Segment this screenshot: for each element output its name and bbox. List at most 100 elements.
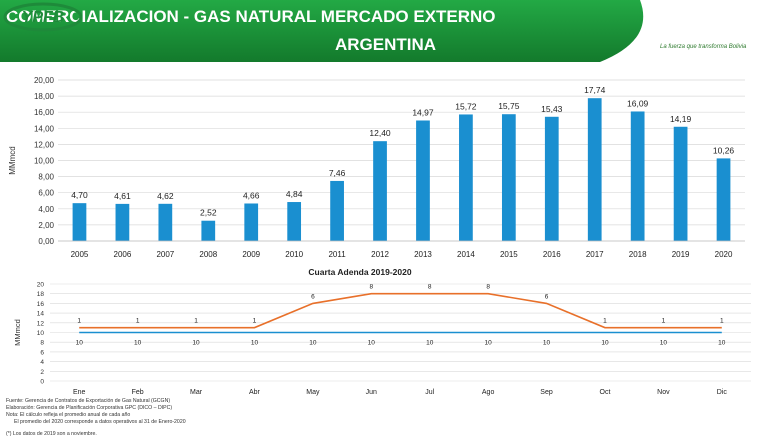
x-tick-label: Feb <box>132 389 144 396</box>
data-label: 4,84 <box>286 189 303 199</box>
y-tick-label: 12 <box>37 320 45 327</box>
data-label: 6 <box>545 293 549 300</box>
data-label: 6 <box>311 293 315 300</box>
data-label: 10 <box>251 340 259 347</box>
data-label: 10 <box>718 340 726 347</box>
bar <box>459 114 473 241</box>
bar <box>673 126 688 241</box>
bar <box>544 116 559 241</box>
data-label: 8 <box>428 284 432 291</box>
y-tick-label: 18 <box>37 291 45 298</box>
data-label: 1 <box>603 318 607 325</box>
bar <box>716 158 731 241</box>
y-tick-label: 4 <box>40 359 44 366</box>
data-label: 15,43 <box>541 104 563 114</box>
bar <box>287 202 302 241</box>
y-tick-label: 0 <box>40 379 44 386</box>
x-tick-label: 2007 <box>156 250 174 259</box>
y-tick-label: 12,00 <box>34 140 55 149</box>
bar <box>373 141 387 241</box>
data-label: 4,70 <box>71 190 88 200</box>
y-tick-label: 2 <box>40 369 44 376</box>
page-subtitle: ARGENTINA <box>335 35 437 54</box>
header-background <box>0 0 763 62</box>
x-tick-label: Dic <box>717 389 728 396</box>
data-label: 8 <box>486 284 490 291</box>
tagline: La fuerza que transforma Bolivia <box>660 44 747 50</box>
y-tick-label: 6 <box>40 349 44 356</box>
x-tick-label: Oct <box>600 389 611 396</box>
data-label: 4,61 <box>114 191 131 201</box>
series-line-orange <box>79 292 722 329</box>
bar <box>416 120 430 241</box>
data-label: 10 <box>426 340 434 347</box>
source-notes: Fuente: Gerencia de Contratos de Exporta… <box>6 398 186 426</box>
x-tick-label: 2005 <box>71 250 89 259</box>
note-line: El promedio del 2020 corresponde a datos… <box>14 419 186 425</box>
y-tick-label: 8,00 <box>38 173 54 182</box>
data-label: 4,66 <box>243 190 260 200</box>
header-band: COMERCIALIZACION - GAS NATURAL MERCADO E… <box>0 0 763 62</box>
x-tick-label: Abr <box>249 389 261 396</box>
bar <box>587 98 602 242</box>
x-tick-label: Ago <box>482 389 495 396</box>
y-tick-label: 16 <box>37 301 45 308</box>
x-tick-label: 2014 <box>457 250 475 259</box>
x-tick-label: 2010 <box>285 250 303 259</box>
data-label: 10,26 <box>713 145 735 155</box>
bar <box>244 203 259 241</box>
y-tick-label: 0,00 <box>38 237 54 246</box>
data-label: 4,62 <box>157 191 174 201</box>
bar <box>330 180 344 241</box>
data-label: 1 <box>194 318 198 325</box>
x-tick-label: Nov <box>657 389 670 396</box>
x-tick-label: 2011 <box>328 250 346 259</box>
data-label: 1 <box>77 318 81 325</box>
y-tick-label: 10,00 <box>34 157 55 166</box>
x-tick-label: Jun <box>366 389 377 396</box>
bar <box>115 203 130 241</box>
data-label: 2,52 <box>200 208 217 218</box>
data-label: 1 <box>253 318 257 325</box>
x-tick-label: Ene <box>73 389 86 396</box>
note-line: Fuente: Gerencia de Contratos de Exporta… <box>6 398 171 404</box>
data-label: 15,72 <box>455 101 477 111</box>
page-title: COMERCIALIZACION - GAS NATURAL MERCADO E… <box>6 7 496 26</box>
logo-text: YPFB <box>22 9 65 26</box>
y-tick-label: 14,00 <box>34 124 55 133</box>
chart-title: Cuarta Adenda 2019-2020 <box>308 267 411 277</box>
x-tick-label: 2009 <box>242 250 260 259</box>
data-label: 10 <box>660 340 668 347</box>
data-label: 15,75 <box>498 101 520 111</box>
y-tick-label: 10 <box>37 330 45 337</box>
data-label: 10 <box>134 340 142 347</box>
ypfb-logo: YPFB <box>3 2 83 32</box>
data-label: 10 <box>192 340 200 347</box>
x-tick-label: May <box>306 389 320 396</box>
x-tick-label: 2020 <box>715 250 733 259</box>
note-line: Nota: El cálculo refleja el promedio anu… <box>6 412 131 418</box>
annual-bar-chart: 0,00 2,00 4,00 6,00 8,00 10,00 12,00 14,00 16,00… <box>8 76 745 259</box>
y-tick-label: 18,00 <box>34 92 55 101</box>
data-label: 10 <box>601 340 609 347</box>
bar <box>201 220 216 241</box>
data-label: 14,97 <box>412 107 434 117</box>
y-tick-label: 20,00 <box>34 76 55 85</box>
x-tick-label: 2018 <box>629 250 647 259</box>
data-label: 10 <box>309 340 317 347</box>
x-tick-label: 2019 <box>672 250 690 259</box>
data-label: 10 <box>76 340 84 347</box>
data-label: 14,19 <box>670 114 692 124</box>
x-tick-label: 2017 <box>586 250 604 259</box>
y-tick-label: 4,00 <box>38 205 54 214</box>
bar <box>501 114 516 241</box>
data-label: 10 <box>543 340 551 347</box>
data-label: 7,46 <box>329 168 346 178</box>
x-tick-label: 2008 <box>199 250 217 259</box>
x-tick-label: 2012 <box>371 250 389 259</box>
data-label: 1 <box>720 318 724 325</box>
bar <box>630 111 645 241</box>
x-tick-label: 2015 <box>500 250 518 259</box>
y-axis-title: MMmcd <box>8 146 17 174</box>
data-label: 10 <box>368 340 376 347</box>
